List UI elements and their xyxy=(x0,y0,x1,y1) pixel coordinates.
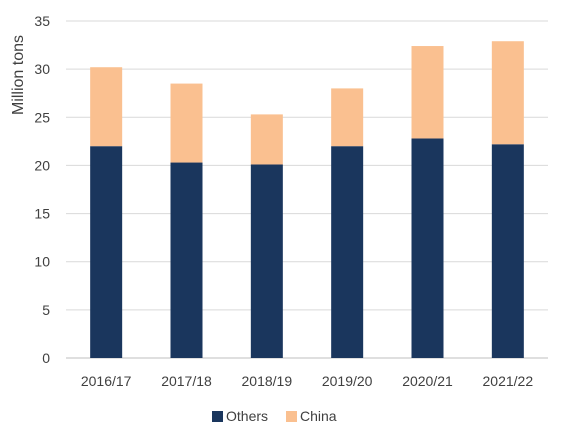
y-tick-label: 15 xyxy=(34,206,50,222)
bar-china-2020-21 xyxy=(411,46,444,139)
bar-marks xyxy=(90,41,524,358)
legend: Others China xyxy=(212,408,337,424)
bar-others-2016-17 xyxy=(90,146,123,358)
bar-others-2020-21 xyxy=(411,138,444,358)
x-tick-label: 2021/22 xyxy=(483,373,534,389)
x-tick-label: 2019/20 xyxy=(322,373,373,389)
bar-china-2016-17 xyxy=(90,67,123,147)
bar-others-2021-22 xyxy=(491,144,524,358)
bar-others-2018-19 xyxy=(250,164,283,358)
bar-china-2021-22 xyxy=(491,41,524,145)
bar-others-2017-18 xyxy=(170,162,203,358)
y-tick-label: 0 xyxy=(42,350,50,366)
legend-label-others: Others xyxy=(226,408,268,424)
y-axis-title: Million tons xyxy=(10,35,27,115)
bar-others-2019-20 xyxy=(331,146,364,358)
legend-swatch-china xyxy=(286,411,297,422)
y-tick-label: 30 xyxy=(34,61,50,77)
x-tick-label: 2017/18 xyxy=(161,373,212,389)
x-tick-label: 2016/17 xyxy=(81,373,132,389)
x-tick-label: 2020/21 xyxy=(402,373,453,389)
y-axis-tick-labels: 0 5 10 15 20 25 30 35 xyxy=(34,13,50,366)
y-tick-label: 25 xyxy=(34,109,50,125)
y-tick-label: 20 xyxy=(34,157,50,173)
x-tick-label: 2018/19 xyxy=(242,373,293,389)
gridlines xyxy=(66,20,548,359)
bar-china-2019-20 xyxy=(331,88,364,147)
y-tick-label: 5 xyxy=(42,302,50,318)
legend-label-china: China xyxy=(300,408,337,424)
bar-china-2018-19 xyxy=(250,114,283,165)
y-tick-label: 35 xyxy=(34,13,50,29)
bar-china-2017-18 xyxy=(170,83,203,163)
y-tick-label: 10 xyxy=(34,254,50,270)
x-axis-tick-labels: 2016/17 2017/18 2018/19 2019/20 2020/21 2021/… xyxy=(81,373,533,389)
legend-swatch-others xyxy=(212,411,223,422)
